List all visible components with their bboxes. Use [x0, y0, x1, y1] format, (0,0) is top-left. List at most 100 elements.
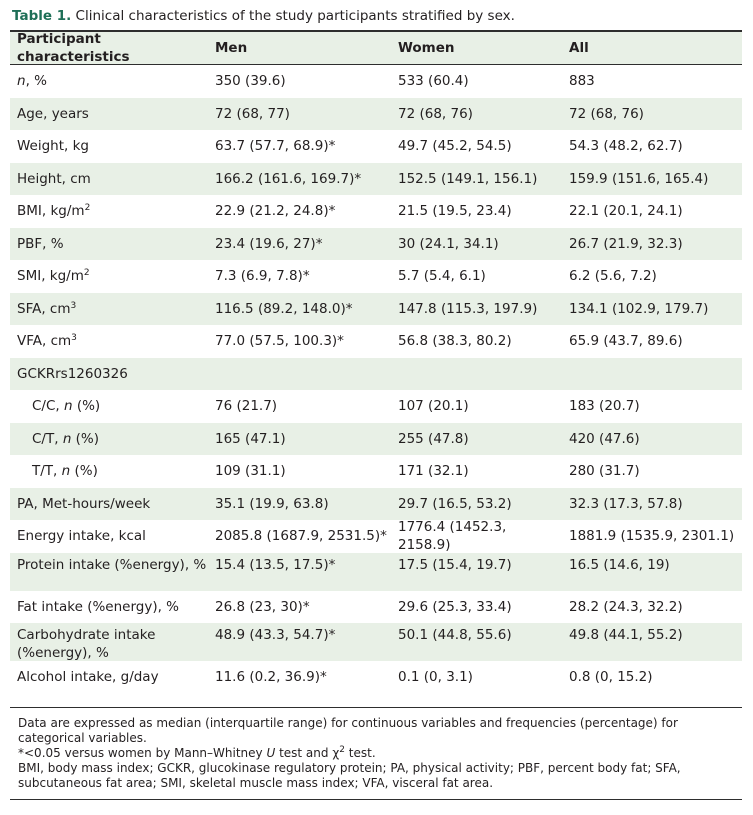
cell-all: 22.1 (20.1, 24.1) — [569, 203, 683, 220]
cell-men: 165 (47.1) — [215, 430, 286, 447]
table-row: PBF, % 23.4 (19.6, 27)* 30 (24.1, 34.1) … — [10, 227, 742, 260]
cell-women: 72 (68, 76) — [398, 105, 473, 122]
cell-women: 56.8 (38.3, 80.2) — [398, 333, 512, 350]
table-title: Clinical characteristics of the study pa… — [75, 8, 515, 24]
table-row: Alcohol intake, g/day 11.6 (0.2, 36.9)* … — [10, 661, 742, 694]
cell-all: 183 (20.7) — [569, 398, 640, 415]
cell-women: 49.7 (45.2, 54.5) — [398, 138, 512, 155]
cell-women: 50.1 (44.8, 55.6) — [398, 627, 512, 643]
cell-women: 5.7 (5.4, 6.1) — [398, 268, 486, 285]
row-label: BMI, kg/m2 — [17, 203, 91, 220]
cell-women: 17.5 (15.4, 19.7) — [398, 556, 512, 573]
table-row: BMI, kg/m2 22.9 (21.2, 24.8)* 21.5 (19.5… — [10, 195, 742, 228]
table-row: T/T, n (%) 109 (31.1) 171 (32.1) 280 (31… — [10, 455, 742, 488]
row-label: Weight, kg — [17, 138, 90, 155]
cell-women: 171 (32.1) — [398, 463, 469, 480]
cell-women: 0.1 (0, 3.1) — [398, 669, 473, 686]
cell-women: 29.7 (16.5, 53.2) — [398, 495, 512, 512]
cell-men: 76 (21.7) — [215, 398, 278, 415]
table-header-row: Participant characteristics Men Women Al… — [10, 31, 742, 65]
cell-all: 883 — [569, 73, 595, 90]
cell-men: 26.8 (23, 30)* — [215, 598, 310, 615]
table-row: Weight, kg 63.7 (57.7, 68.9)* 49.7 (45.2… — [10, 130, 742, 163]
row-label: PBF, % — [17, 235, 64, 252]
row-label: T/T, n (%) — [32, 463, 98, 480]
cell-men: 23.4 (19.6, 27)* — [215, 235, 323, 252]
cell-men: 63.7 (57.7, 68.9)* — [215, 138, 336, 155]
table-row: GCKRrs1260326 — [10, 357, 742, 390]
header-men: Men — [215, 40, 248, 56]
cell-all: 28.2 (24.3, 32.2) — [569, 598, 683, 615]
table-caption: Table 1. Clinical characteristics of the… — [12, 5, 515, 27]
table-row: Age, years 72 (68, 77) 72 (68, 76) 72 (6… — [10, 97, 742, 130]
row-label: SMI, kg/m2 — [17, 268, 90, 285]
cell-all: 1881.9 (1535.9, 2301.1) — [569, 528, 735, 545]
table-footnotes: Data are expressed as median (interquart… — [10, 707, 742, 800]
row-label: n, % — [17, 73, 47, 90]
row-label: Carbohydrate intake (%energy), % — [17, 627, 156, 661]
cell-all: 65.9 (43.7, 89.6) — [569, 333, 683, 350]
cell-all: 49.8 (44.1, 55.2) — [569, 627, 683, 643]
footnote-abbreviations: BMI, body mass index; GCKR, glucokinase … — [18, 761, 681, 790]
row-label: Protein intake (%energy), % — [17, 556, 207, 573]
cell-men: 116.5 (89.2, 148.0)* — [215, 300, 353, 317]
row-label: Height, cm — [17, 170, 91, 187]
footnote-data-expression: Data are expressed as median (interquart… — [18, 716, 678, 745]
row-label: GCKRrs1260326 — [17, 365, 128, 382]
table-row: SMI, kg/m2 7.3 (6.9, 7.8)* 5.7 (5.4, 6.1… — [10, 260, 742, 293]
row-label: PA, Met-hours/week — [17, 495, 151, 512]
cell-men: 7.3 (6.9, 7.8)* — [215, 268, 310, 285]
cell-women: 30 (24.1, 34.1) — [398, 235, 499, 252]
cell-women: 255 (47.8) — [398, 430, 469, 447]
table-row: PA, Met-hours/week 35.1 (19.9, 63.8) 29.… — [10, 487, 742, 520]
cell-all: 420 (47.6) — [569, 430, 640, 447]
row-label: Energy intake, kcal — [17, 528, 146, 545]
cell-men: 35.1 (19.9, 63.8) — [215, 495, 329, 512]
table-row: Fat intake (%energy), % 26.8 (23, 30)* 2… — [10, 591, 742, 624]
cell-women: 107 (20.1) — [398, 398, 469, 415]
row-label: C/C, n (%) — [32, 398, 101, 415]
row-label: Fat intake (%energy), % — [17, 598, 179, 615]
cell-all: 280 (31.7) — [569, 463, 640, 480]
table-label: Table 1. — [12, 8, 72, 24]
table-row: VFA, cm3 77.0 (57.5, 100.3)* 56.8 (38.3,… — [10, 325, 742, 358]
header-all: All — [569, 40, 589, 56]
cell-all: 32.3 (17.3, 57.8) — [569, 495, 683, 512]
cell-all: 54.3 (48.2, 62.7) — [569, 138, 683, 155]
cell-all: 6.2 (5.6, 7.2) — [569, 268, 657, 285]
cell-men: 48.9 (43.3, 54.7)* — [215, 627, 336, 643]
table-row: C/T, n (%) 165 (47.1) 255 (47.8) 420 (47… — [10, 422, 742, 455]
cell-women: 21.5 (19.5, 23.4) — [398, 203, 512, 220]
footnote-significance: *<0.05 versus women by Mann–Whitney U te… — [18, 745, 376, 761]
cell-men: 77.0 (57.5, 100.3)* — [215, 333, 344, 350]
cell-men: 166.2 (161.6, 169.7)* — [215, 170, 362, 187]
cell-all: 159.9 (151.6, 165.4) — [569, 170, 709, 187]
cell-men: 11.6 (0.2, 36.9)* — [215, 669, 327, 686]
table-row: n, % 350 (39.6) 533 (60.4) 883 — [10, 65, 742, 98]
cell-women: 152.5 (149.1, 156.1) — [398, 170, 538, 187]
cell-women: 147.8 (115.3, 197.9) — [398, 300, 538, 317]
cell-women: 1776.4 (1452.3, 2158.9) — [398, 519, 507, 554]
cell-women: 533 (60.4) — [398, 73, 469, 90]
cell-all: 26.7 (21.9, 32.3) — [569, 235, 683, 252]
cell-men: 350 (39.6) — [215, 73, 286, 90]
row-label: Alcohol intake, g/day — [17, 669, 159, 686]
cell-men: 15.4 (13.5, 17.5)* — [215, 556, 336, 573]
row-label: VFA, cm3 — [17, 333, 77, 350]
cell-all: 72 (68, 76) — [569, 105, 644, 122]
table-row: Protein intake (%energy), % 15.4 (13.5, … — [10, 552, 742, 591]
cell-all: 16.5 (14.6, 19) — [569, 556, 670, 573]
row-label: Age, years — [17, 105, 89, 122]
table-row: Energy intake, kcal 2085.8 (1687.9, 2531… — [10, 519, 742, 554]
cell-all: 134.1 (102.9, 179.7) — [569, 300, 709, 317]
header-characteristics: Participant characteristics — [17, 31, 130, 65]
cell-men: 72 (68, 77) — [215, 105, 290, 122]
cell-women: 29.6 (25.3, 33.4) — [398, 598, 512, 615]
table-row: C/C, n (%) 76 (21.7) 107 (20.1) 183 (20.… — [10, 390, 742, 423]
cell-all: 0.8 (0, 15.2) — [569, 669, 653, 686]
table-row: Height, cm 166.2 (161.6, 169.7)* 152.5 (… — [10, 162, 742, 195]
header-women: Women — [398, 40, 455, 56]
cell-men: 109 (31.1) — [215, 463, 286, 480]
table-row: SFA, cm3 116.5 (89.2, 148.0)* 147.8 (115… — [10, 292, 742, 325]
row-label: SFA, cm3 — [17, 300, 77, 317]
